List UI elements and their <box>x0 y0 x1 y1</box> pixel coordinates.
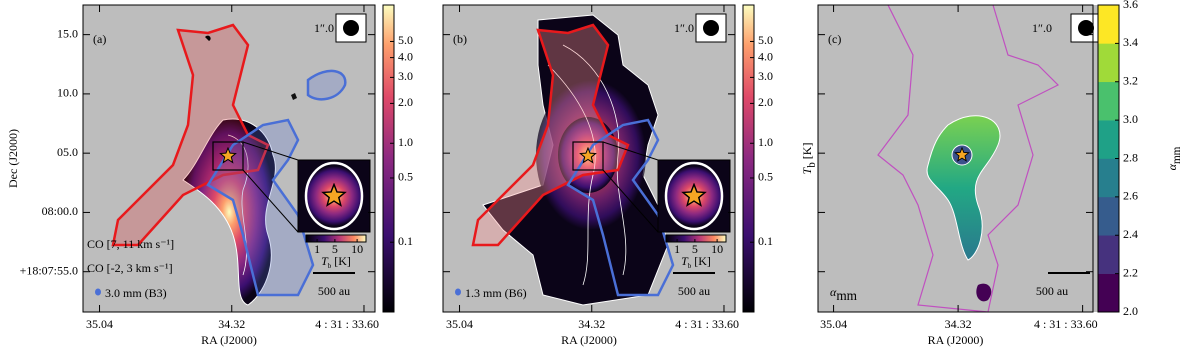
x-tick-label: 35.04 <box>446 317 473 331</box>
colorbar-tick-label: 2.4 <box>1123 227 1138 241</box>
x-tick-label: 4 : 31 : 33.60 <box>315 317 379 331</box>
x-tick-label: 34.32 <box>578 317 605 331</box>
y-axis-label: Dec (J2000) <box>6 129 20 188</box>
colorbar-bin <box>1098 5 1119 44</box>
colorbar-tick-label: 0.5 <box>398 170 413 184</box>
beam-label: 1″.0 <box>674 21 694 35</box>
x-axis-label: RA (J2000) <box>928 333 984 347</box>
x-tick-label: 35.04 <box>820 317 847 331</box>
unit: [K] <box>334 254 351 268</box>
colorbar-tick-label: 2.8 <box>1123 150 1138 164</box>
symbol: T <box>800 166 814 174</box>
symbol: α <box>830 285 837 299</box>
map-image <box>818 5 1110 312</box>
axis-label: αmm <box>830 285 858 303</box>
axis-label: Tb [K] <box>800 143 818 175</box>
x-tick-label: 34.32 <box>218 317 245 331</box>
band-label: 3.0 mm (B3) <box>105 286 167 300</box>
colorbar-tick-label: 0.1 <box>758 234 773 248</box>
legend-entry: CO [7, 11 km s⁻¹] <box>87 237 174 251</box>
scale-bar-label: 500 au <box>1036 284 1068 298</box>
band-label: 1.3 mm (B6) <box>465 286 527 300</box>
panel-label: (b) <box>453 32 467 46</box>
axis-label: αmm <box>1165 146 1183 170</box>
colorbar-bin <box>1098 235 1119 274</box>
y-tick-label: 15.0 <box>57 26 78 40</box>
colorbar-tick-label: 2.2 <box>1123 265 1138 279</box>
inset-tick-label: 10 <box>711 242 723 256</box>
colorbar-tick-label: 2.6 <box>1123 189 1138 203</box>
subscript: b <box>328 262 332 270</box>
panel-label: (c) <box>828 32 841 46</box>
beam-label: 1″.0 <box>1032 21 1052 35</box>
colorbar-tick-label: 3.2 <box>1123 74 1138 88</box>
x-tick-label: 4 : 31 : 33.60 <box>1034 317 1098 331</box>
y-tick-label: +18:07:55.0 <box>20 263 78 277</box>
inset-tick-label: 10 <box>351 242 363 256</box>
inset-tick-label: 5 <box>332 242 338 256</box>
plot-frame <box>442 4 736 313</box>
colorbar-tick-label: 5.0 <box>398 33 413 47</box>
symbol: T <box>321 254 329 268</box>
colorbar <box>742 4 755 313</box>
colorbar-tick-label: 1.0 <box>758 135 773 149</box>
map-image <box>443 5 735 312</box>
plot-frame <box>817 4 1094 313</box>
colorbar-bin <box>1098 273 1119 313</box>
inset-colorbar <box>305 234 367 243</box>
x-tick-label: 35.04 <box>86 317 113 331</box>
unit: [K] <box>694 254 711 268</box>
subscript: mm <box>1171 146 1183 164</box>
colorbar-bin <box>1098 196 1119 236</box>
x-tick-label: 4 : 31 : 33.60 <box>675 317 739 331</box>
unit: [K] <box>800 143 814 160</box>
colorbar-tick-label: 2.0 <box>758 95 773 109</box>
y-tick-label: 10.0 <box>57 86 78 100</box>
subscript: b <box>806 162 818 168</box>
colorbar-tick-label: 1.0 <box>398 135 413 149</box>
x-tick-label: 34.32 <box>945 317 972 331</box>
legend-entry: CO [-2, 3 km s⁻¹] <box>87 261 173 275</box>
colorbar-tick-label: 3.0 <box>398 69 413 83</box>
colorbar-tick-label: 0.5 <box>758 170 773 184</box>
colorbar <box>382 4 395 313</box>
colorbar-tick-label: 3.0 <box>758 69 773 83</box>
colorbar-tick-label: 5.0 <box>758 33 773 47</box>
subscript: mm <box>836 288 857 303</box>
inset-tick-label: 5 <box>692 242 698 256</box>
axis-label: Tb [K] <box>681 254 711 270</box>
colorbar-tick-label: 2.0 <box>1123 304 1138 318</box>
scale-bar-label: 500 au <box>318 284 350 298</box>
colorbar-tick-label: 4.0 <box>758 49 773 63</box>
colorbar-tick-label: 2.0 <box>398 95 413 109</box>
colorbar-bin <box>1098 81 1119 121</box>
inset-colorbar <box>665 234 727 243</box>
scale-bar-label: 500 au <box>678 284 710 298</box>
colorbar-tick-label: 3.6 <box>1123 0 1138 11</box>
plot-frame <box>82 4 376 313</box>
colorbar-bin <box>1098 120 1119 159</box>
symbol: α <box>1165 163 1179 170</box>
y-tick-label: 05.0 <box>57 145 78 159</box>
x-axis-label: RA (J2000) <box>201 333 257 347</box>
map-image <box>83 5 375 312</box>
colorbar-bin <box>1098 43 1119 83</box>
colorbar-tick-label: 3.0 <box>1123 112 1138 126</box>
beam-label: 1″.0 <box>314 21 334 35</box>
inset-tick-label: 1 <box>314 242 320 256</box>
colorbar-tick-label: 0.1 <box>398 234 413 248</box>
panel-label: (a) <box>93 32 106 46</box>
x-axis-label: RA (J2000) <box>561 333 617 347</box>
inset-tick-label: 1 <box>674 242 680 256</box>
colorbar-tick-label: 3.4 <box>1123 35 1138 49</box>
y-tick-label: 08:00.0 <box>42 204 78 218</box>
colorbar-tick-label: 4.0 <box>398 49 413 63</box>
symbol: T <box>681 254 689 268</box>
subscript: b <box>688 262 692 270</box>
axis-label: Tb [K] <box>321 254 351 270</box>
colorbar-bin <box>1098 158 1119 198</box>
